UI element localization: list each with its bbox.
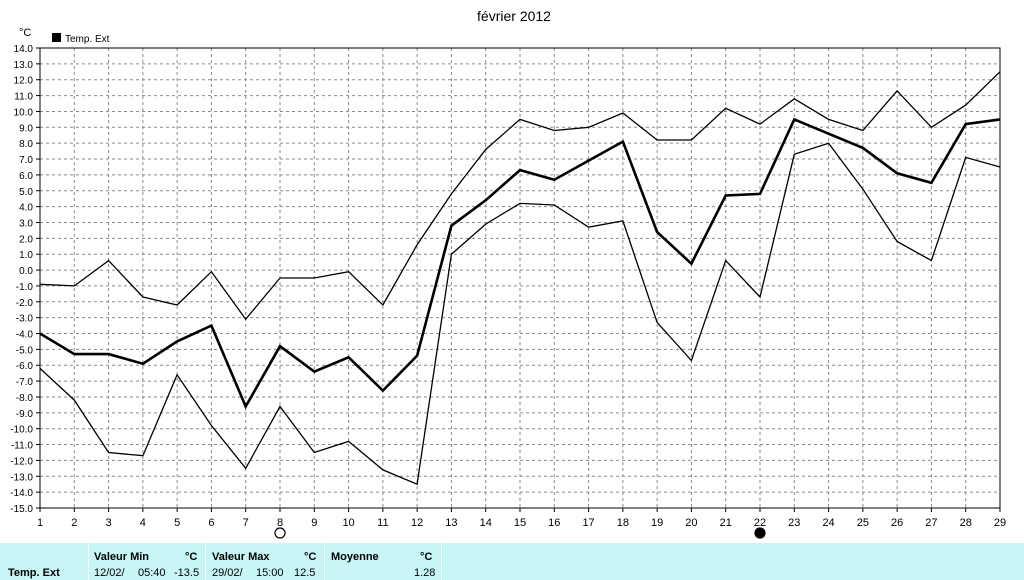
min-date: 12/02/	[94, 567, 125, 579]
x-tick-label: 17	[582, 517, 594, 529]
y-tick-label: -2.0	[16, 298, 34, 309]
moon-new-icon	[754, 527, 766, 539]
x-tick-label: 20	[685, 517, 697, 529]
min-unit: °C	[185, 551, 198, 563]
avg-value: 1.28	[414, 567, 436, 579]
x-tick-label: 4	[140, 517, 146, 529]
y-axis-unit: °C	[19, 27, 31, 39]
y-tick-label: 6.0	[19, 171, 33, 182]
x-tick-label: 12	[411, 517, 423, 529]
max-value: 12.5	[294, 567, 316, 579]
legend-swatch	[52, 33, 61, 42]
x-tick-label: 3	[106, 517, 112, 529]
legend-label: Temp. Ext	[65, 34, 110, 45]
max-date: 29/02/	[212, 567, 243, 579]
x-tick-label: 9	[311, 517, 317, 529]
y-tick-label: -8.0	[16, 393, 34, 404]
y-tick-label: -3.0	[16, 314, 34, 325]
max-label: Valeur Max	[212, 551, 270, 563]
x-tick-label: 1	[37, 517, 43, 529]
y-tick-label: -15.0	[10, 504, 33, 515]
y-tick-label: 14.0	[14, 44, 34, 55]
max-time: 15:00	[256, 567, 284, 579]
plot-frame	[39, 47, 1001, 509]
x-tick-label: 15	[514, 517, 526, 529]
min-label: Valeur Min	[94, 551, 150, 563]
y-tick-label: 13.0	[14, 60, 34, 71]
x-tick-label: 25	[857, 517, 869, 529]
y-tick-label: 3.0	[19, 218, 33, 229]
y-tick-label: 9.0	[19, 123, 33, 134]
y-tick-label: -4.0	[16, 330, 34, 341]
x-tick-label: 10	[342, 517, 354, 529]
y-tick-label: 2.0	[19, 234, 33, 245]
series-line-min	[39, 142, 1001, 486]
series-line-max	[39, 71, 1001, 321]
x-tick-label: 26	[891, 517, 903, 529]
y-tick-label: -10.0	[10, 425, 33, 436]
max-unit: °C	[304, 551, 317, 563]
statistics-footer: Temp. Ext Valeur Min °C 12/02/ 05:40 -13…	[0, 543, 1024, 580]
x-tick-label: 14	[480, 517, 492, 529]
x-tick-label: 8	[277, 517, 283, 529]
y-tick-label: -1.0	[16, 282, 34, 293]
y-tick-label: 0.0	[19, 266, 33, 277]
x-tick-label: 29	[994, 517, 1006, 529]
x-tick-label: 7	[243, 517, 249, 529]
y-tick-label: -14.0	[10, 488, 33, 499]
y-tick-label: 10.0	[14, 107, 34, 118]
moon-full-icon	[274, 527, 286, 539]
y-tick-label: -12.0	[10, 456, 33, 467]
row-label: Temp. Ext	[8, 567, 60, 579]
avg-label: Moyenne	[331, 551, 379, 563]
y-tick-label: 1.0	[19, 250, 33, 261]
y-tick-label: -6.0	[16, 361, 34, 372]
min-time: 05:40	[138, 567, 166, 579]
x-tick-label: 28	[960, 517, 972, 529]
x-tick-label: 27	[925, 517, 937, 529]
y-tick-label: 5.0	[19, 187, 33, 198]
x-tick-label: 22	[754, 517, 766, 529]
x-tick-label: 11	[377, 517, 388, 529]
x-tick-label: 13	[445, 517, 457, 529]
min-value: -13.5	[174, 567, 200, 579]
y-tick-label: -7.0	[16, 377, 34, 388]
x-tick-label: 23	[788, 517, 800, 529]
x-tick-label: 2	[71, 517, 77, 529]
x-tick-label: 18	[617, 517, 629, 529]
temperature-chart: février 2012 °C Temp. Ext -15.0 -14.0 -13.…	[10, 8, 1006, 539]
x-tick-label: 6	[208, 517, 214, 529]
y-tick-label: -5.0	[16, 345, 34, 356]
x-tick-label: 16	[548, 517, 560, 529]
x-tick-label: 24	[822, 517, 834, 529]
x-tick-label: 21	[720, 517, 732, 529]
y-tick-label: 12.0	[14, 76, 34, 87]
avg-unit: °C	[420, 551, 433, 563]
y-tick-label: 4.0	[19, 203, 33, 214]
y-tick-label: 8.0	[19, 139, 33, 150]
y-tick-label: 11.0	[14, 92, 33, 103]
x-tick-label: 19	[651, 517, 663, 529]
chart-title: février 2012	[477, 8, 551, 24]
y-tick-label: -11.0	[11, 441, 33, 452]
y-tick-label: -9.0	[16, 409, 34, 420]
series-line-avg	[39, 117, 1001, 410]
x-tick-label: 5	[174, 517, 180, 529]
y-tick-label: -13.0	[10, 472, 33, 483]
y-tick-label: 7.0	[19, 155, 33, 166]
